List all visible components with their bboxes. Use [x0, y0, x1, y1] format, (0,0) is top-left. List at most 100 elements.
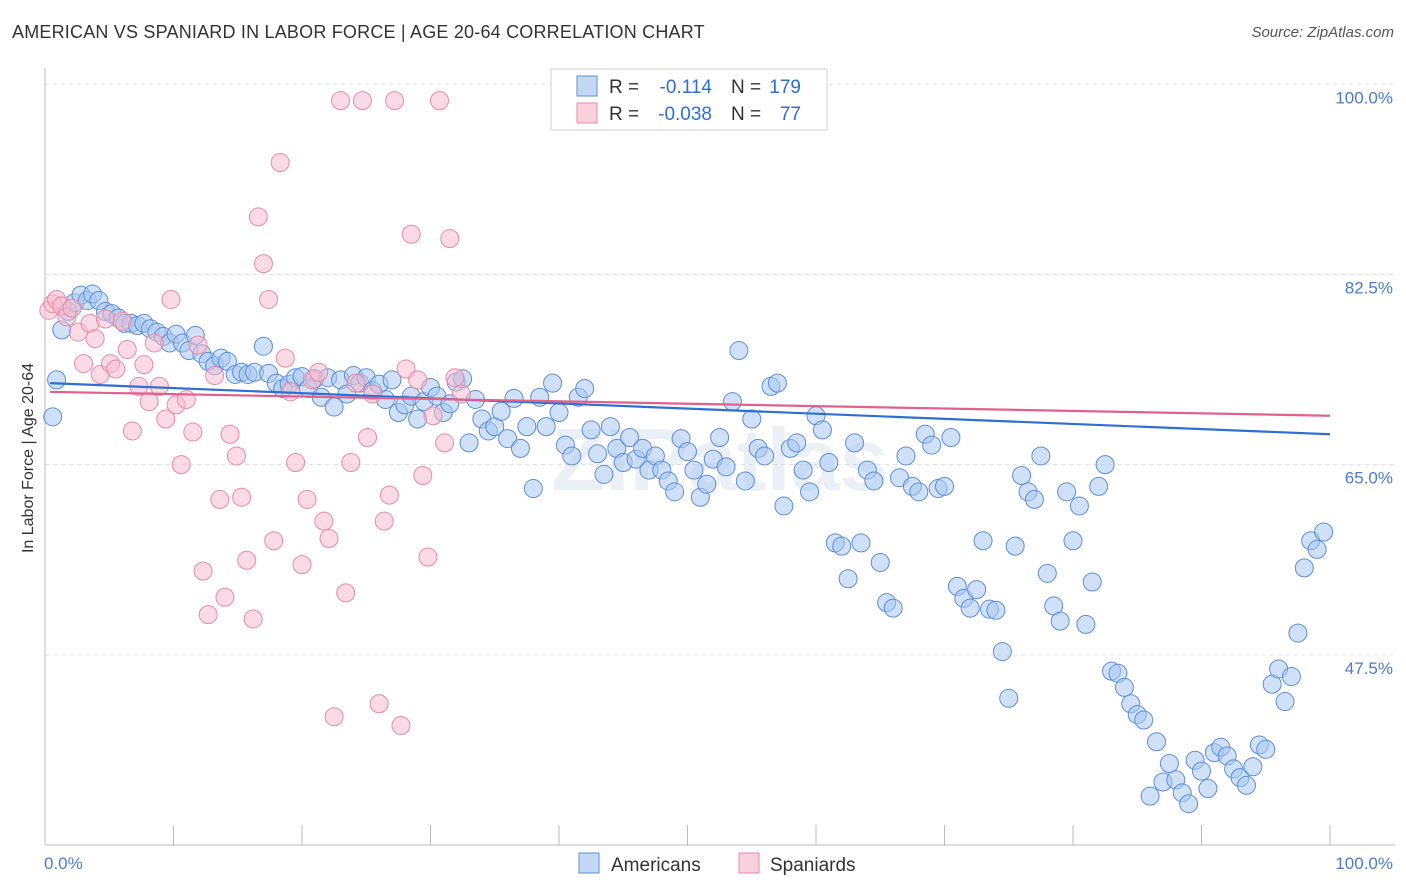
american-point — [819, 452, 839, 472]
american-point — [1063, 531, 1083, 551]
american-point — [992, 642, 1012, 662]
spaniard-point — [117, 339, 137, 359]
american-point — [999, 688, 1019, 708]
american-point — [1256, 739, 1276, 759]
spaniard-point — [220, 424, 240, 444]
american-point — [1024, 489, 1044, 509]
spaniard-point — [429, 91, 449, 111]
spaniard-point — [264, 531, 284, 551]
spaniard-point — [418, 547, 438, 567]
american-point — [851, 533, 871, 553]
american-point — [1307, 539, 1327, 559]
american-point — [1134, 710, 1154, 730]
american-point — [459, 433, 479, 453]
american-point — [1198, 778, 1218, 798]
american-point — [935, 476, 954, 496]
american-point — [787, 433, 807, 453]
bottom-legend-swatch-spaniards — [738, 852, 760, 874]
spaniard-point — [401, 224, 421, 244]
spaniard-point — [205, 366, 225, 386]
spaniard-point — [423, 406, 443, 426]
american-point — [1095, 455, 1115, 475]
american-point — [735, 471, 755, 491]
american-point — [767, 373, 787, 393]
american-point — [536, 417, 556, 437]
spaniard-point — [106, 359, 126, 379]
spaniard-point — [331, 91, 351, 111]
american-point — [523, 479, 543, 499]
american-point — [986, 600, 1006, 620]
spaniard-point — [292, 555, 312, 575]
spaniard-point — [408, 370, 428, 390]
american-point — [697, 474, 717, 494]
spaniard-point — [435, 433, 455, 453]
american-point — [883, 598, 903, 618]
y-tick-label: 82.5% — [1345, 278, 1393, 297]
x-tick-label-max: 100.0% — [1335, 854, 1393, 873]
american-point — [941, 427, 961, 447]
x-tick-label-min: 0.0% — [44, 854, 83, 873]
american-point — [504, 388, 524, 408]
axis-layer — [44, 68, 1395, 846]
legend-box: R = -0.114 N = 179 R = -0.038 N = 77 — [550, 68, 828, 131]
legend-n-label-spaniards: N = — [731, 104, 761, 125]
spaniard-point — [369, 694, 389, 714]
american-point — [832, 536, 852, 556]
legend-r-value-spaniards: -0.038 — [658, 104, 712, 125]
spaniard-point — [237, 550, 257, 570]
american-point — [870, 552, 890, 572]
spaniard-point — [183, 422, 203, 442]
american-point — [1031, 446, 1051, 466]
legend-n-value-spaniards: 77 — [780, 104, 801, 125]
legend-r-label-americans: R = — [609, 77, 639, 98]
american-point — [755, 446, 775, 466]
y-axis-label: In Labor Force | Age 20-64 — [20, 363, 37, 553]
spaniard-point — [139, 392, 159, 412]
legend-swatch-americans — [576, 75, 598, 97]
spaniard-point — [374, 511, 394, 531]
american-point — [382, 370, 402, 390]
spaniard-point — [134, 355, 154, 375]
spaniard-point — [379, 485, 399, 505]
spaniard-point — [210, 489, 230, 509]
american-point — [253, 336, 273, 356]
american-point — [838, 569, 858, 589]
spaniard-point — [385, 91, 405, 111]
american-point — [43, 407, 63, 427]
american-point — [1236, 775, 1256, 795]
spaniard-point — [248, 207, 268, 227]
american-point — [665, 482, 685, 502]
american-point — [1140, 786, 1160, 806]
american-point — [812, 420, 832, 440]
american-point — [575, 379, 595, 399]
spaniard-point — [445, 368, 465, 388]
american-point — [864, 471, 884, 491]
spaniard-point — [413, 466, 433, 486]
spaniard-point — [297, 489, 317, 509]
bottom-legend-label-spaniards: Spaniards — [770, 855, 856, 876]
spaniard-point — [324, 707, 344, 727]
spaniard-point — [144, 333, 164, 353]
american-point — [722, 392, 742, 412]
american-point — [729, 341, 749, 361]
american-point — [1159, 753, 1179, 773]
american-point — [408, 409, 428, 429]
bottom-legend-label-americans: Americans — [611, 855, 701, 876]
spaniard-point — [122, 421, 142, 441]
american-point — [1057, 482, 1077, 502]
spaniard-point — [341, 452, 361, 472]
spaniard-point — [253, 254, 273, 274]
legend-r-label-spaniards: R = — [609, 104, 639, 125]
spaniard-point — [188, 335, 208, 355]
legend-r-value-americans: -0.114 — [660, 77, 713, 98]
american-point — [1192, 761, 1211, 781]
spaniard-point — [286, 452, 306, 472]
american-point — [562, 446, 582, 466]
american-point — [774, 496, 794, 516]
american-point — [620, 427, 640, 447]
american-point — [896, 446, 916, 466]
spaniard-point — [232, 487, 252, 507]
spaniard-point — [243, 609, 263, 629]
spaniard-point — [176, 389, 196, 409]
